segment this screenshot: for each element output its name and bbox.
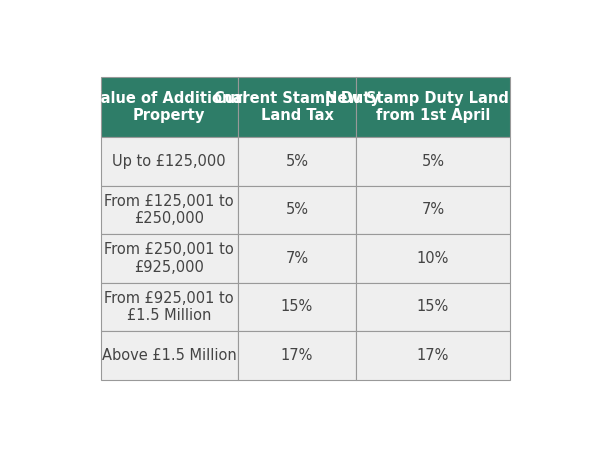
- Bar: [101, 331, 238, 380]
- Text: From £125,001 to
£250,000: From £125,001 to £250,000: [104, 194, 234, 226]
- Bar: [101, 234, 238, 283]
- Text: 15%: 15%: [281, 299, 313, 315]
- Text: Value of Additional
Property: Value of Additional Property: [91, 90, 248, 123]
- Bar: [238, 137, 356, 186]
- Bar: [356, 283, 510, 331]
- Text: Above £1.5 Million: Above £1.5 Million: [102, 348, 236, 363]
- Bar: [356, 137, 510, 186]
- Bar: [356, 186, 510, 234]
- Text: 15%: 15%: [417, 299, 449, 315]
- Bar: [101, 137, 238, 186]
- Text: 5%: 5%: [286, 154, 308, 169]
- Text: 7%: 7%: [286, 251, 308, 266]
- Text: From £925,001 to
£1.5 Million: From £925,001 to £1.5 Million: [104, 291, 234, 323]
- Text: Up to £125,000: Up to £125,000: [112, 154, 226, 169]
- Text: 17%: 17%: [417, 348, 449, 363]
- Bar: [356, 331, 510, 380]
- Text: 10%: 10%: [417, 251, 449, 266]
- Text: 5%: 5%: [422, 154, 445, 169]
- Bar: [101, 283, 238, 331]
- Bar: [238, 283, 356, 331]
- Bar: [101, 186, 238, 234]
- Text: 17%: 17%: [281, 348, 313, 363]
- Bar: [238, 234, 356, 283]
- Bar: [238, 186, 356, 234]
- Text: 5%: 5%: [286, 202, 308, 217]
- Text: New Stamp Duty Land Tax
from 1st April: New Stamp Duty Land Tax from 1st April: [325, 90, 541, 123]
- Bar: [238, 331, 356, 380]
- Text: 7%: 7%: [421, 202, 445, 217]
- Bar: [356, 234, 510, 283]
- Bar: [356, 76, 510, 137]
- Text: Current Stamp Duty
Land Tax: Current Stamp Duty Land Tax: [214, 90, 380, 123]
- Bar: [101, 76, 238, 137]
- Bar: [238, 76, 356, 137]
- Text: From £250,001 to
£925,000: From £250,001 to £925,000: [104, 242, 234, 274]
